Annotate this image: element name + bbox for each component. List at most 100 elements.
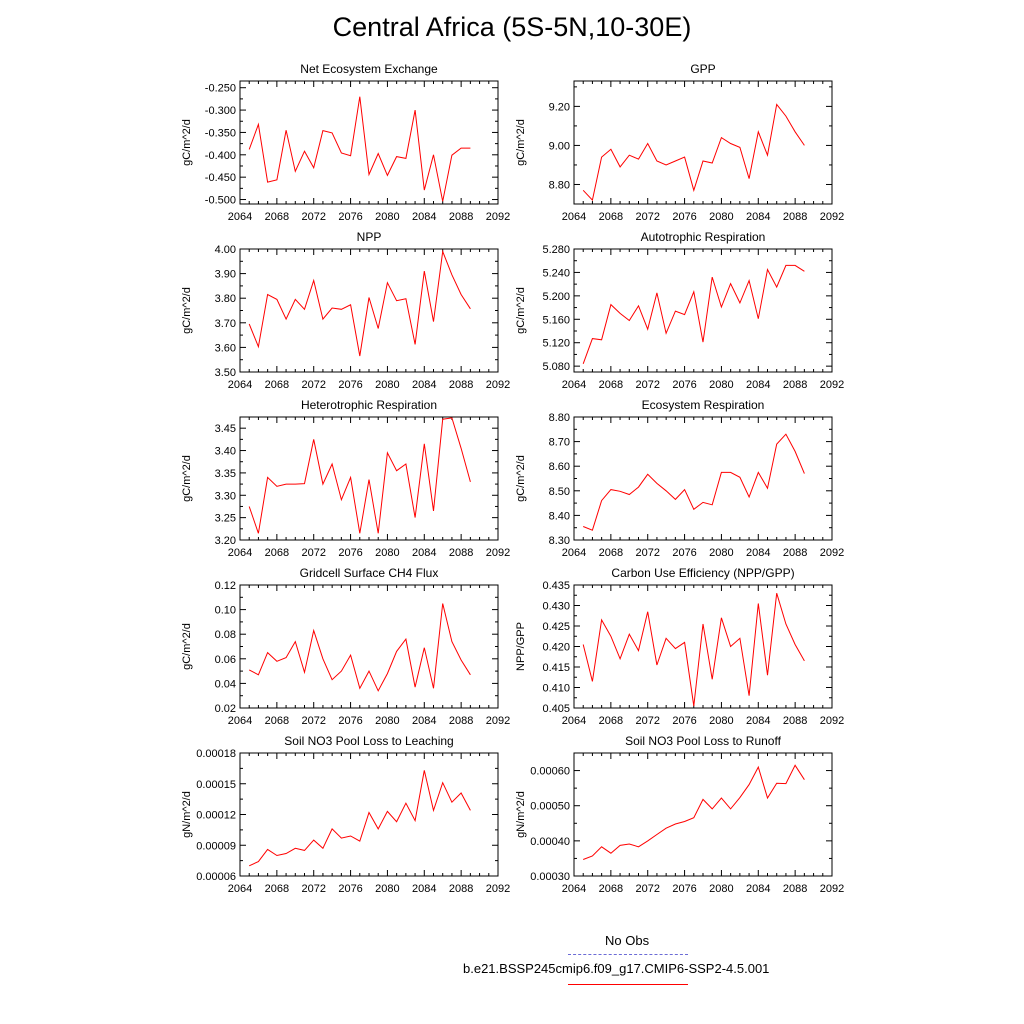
x-tick-label: 2068: [599, 211, 623, 223]
x-tick-label: 2064: [228, 211, 252, 223]
x-tick-label: 2068: [265, 547, 289, 559]
x-tick-label: 2072: [301, 715, 325, 727]
x-tick-label: 2064: [562, 379, 586, 391]
x-tick-label: 2088: [783, 547, 807, 559]
x-tick-label: 2076: [672, 547, 696, 559]
x-tick-label: 2080: [709, 883, 733, 895]
x-tick-label: 2088: [449, 883, 473, 895]
y-tick-label: 3.60: [215, 342, 236, 354]
y-tick-label: 8.40: [549, 510, 570, 522]
x-tick-label: 2076: [338, 379, 362, 391]
panel-title: NPP: [357, 230, 382, 244]
panel-title: Soil NO3 Pool Loss to Runoff: [625, 734, 782, 748]
y-axis-label: gC/m^2/d: [181, 455, 193, 502]
y-tick-label: 0.435: [542, 580, 570, 592]
y-tick-label: 0.00009: [196, 840, 236, 852]
x-tick-label: 2092: [486, 547, 510, 559]
y-axis-label: gC/m^2/d: [181, 623, 193, 670]
x-tick-label: 2084: [746, 715, 770, 727]
y-tick-label: 0.00015: [196, 779, 236, 791]
plot-frame: [239, 752, 499, 877]
chart-panel-6: Gridcell Surface CH4 Flux 2064 2068 2072 207…: [181, 566, 510, 727]
x-tick-label: 2084: [412, 547, 436, 559]
chart-panel-3: Autotrophic Respiration 2064 2068 2072 2076 2…: [515, 230, 844, 391]
x-tick-label: 2072: [635, 547, 659, 559]
x-tick-label: 2080: [709, 211, 733, 223]
x-tick-label: 2072: [301, 211, 325, 223]
x-tick-label: 2064: [228, 379, 252, 391]
x-tick-label: 2088: [783, 883, 807, 895]
x-tick-label: 2080: [375, 211, 399, 223]
x-tick-label: 2064: [228, 547, 252, 559]
y-tick-label: 8.50: [549, 486, 570, 498]
y-tick-label: 5.160: [542, 314, 570, 326]
y-tick-label: 3.80: [215, 293, 236, 305]
x-tick-label: 2092: [820, 883, 844, 895]
y-tick-label: 0.06: [215, 654, 236, 666]
y-tick-label: 0.410: [542, 683, 570, 695]
x-tick-label: 2064: [562, 715, 586, 727]
y-tick-label: 3.90: [215, 269, 236, 281]
y-tick-label: 4.00: [215, 244, 236, 256]
series-line: [248, 770, 471, 867]
plot-frame: [239, 584, 499, 709]
x-tick-label: 2064: [562, 211, 586, 223]
series-line: [582, 593, 805, 707]
legend-line-no-obs: [568, 954, 688, 955]
x-tick-label: 2088: [449, 547, 473, 559]
y-tick-label: 0.04: [215, 678, 236, 690]
y-axis-label: gN/m^2/d: [515, 791, 527, 838]
x-tick-label: 2088: [449, 211, 473, 223]
x-tick-label: 2076: [672, 211, 696, 223]
legend-label-no-obs: No Obs: [605, 933, 650, 948]
chart-panel-1: GPP 2064 2068 2072 2076 2080 2084 2088 2092 8.80 9…: [515, 62, 844, 223]
x-tick-label: 2068: [265, 379, 289, 391]
plot-frame: [573, 80, 833, 205]
plot-frame: [239, 248, 499, 373]
y-tick-label: 3.40: [215, 446, 236, 458]
y-tick-label: 9.20: [549, 101, 570, 113]
x-tick-label: 2092: [486, 211, 510, 223]
y-tick-label: 0.00030: [530, 871, 570, 883]
y-tick-label: -0.350: [205, 127, 236, 139]
panel-title: GPP: [690, 62, 715, 76]
x-tick-label: 2076: [672, 715, 696, 727]
x-tick-label: 2084: [746, 547, 770, 559]
y-tick-label: 8.80: [549, 179, 570, 191]
y-tick-label: 0.00018: [196, 748, 236, 760]
x-tick-label: 2072: [301, 883, 325, 895]
y-tick-label: 0.12: [215, 580, 236, 592]
y-tick-label: 3.50: [215, 367, 236, 379]
y-tick-label: 9.00: [549, 140, 570, 152]
panel-title: Net Ecosystem Exchange: [300, 62, 438, 76]
y-tick-label: 0.405: [542, 703, 570, 715]
x-tick-label: 2092: [820, 547, 844, 559]
x-tick-label: 2084: [412, 379, 436, 391]
y-tick-label: 5.280: [542, 244, 570, 256]
plot-frame: [573, 752, 833, 877]
x-tick-label: 2072: [301, 547, 325, 559]
x-tick-label: 2068: [599, 547, 623, 559]
x-tick-label: 2092: [820, 211, 844, 223]
chart-panel-4: Heterotrophic Respiration 2064 2068 2072 207…: [181, 398, 510, 559]
chart-panel-2: NPP 2064 2068 2072 2076 2080 2084 2088 2092 3.50 3…: [181, 230, 510, 391]
chart-panel-9: Soil NO3 Pool Loss to Runoff 2064 2068 2072…: [515, 734, 844, 895]
y-tick-label: 5.200: [542, 291, 570, 303]
x-tick-label: 2068: [599, 715, 623, 727]
x-tick-label: 2076: [338, 883, 362, 895]
y-tick-label: 8.30: [549, 535, 570, 547]
plot-frame: [573, 248, 833, 373]
x-tick-label: 2064: [562, 547, 586, 559]
x-tick-label: 2084: [412, 715, 436, 727]
x-tick-label: 2092: [820, 715, 844, 727]
y-tick-label: -0.300: [205, 105, 236, 117]
y-axis-label: gN/m^2/d: [181, 791, 193, 838]
series-line: [582, 264, 805, 364]
y-tick-label: 0.10: [215, 605, 236, 617]
series-line: [248, 603, 471, 692]
series-line: [583, 764, 805, 860]
y-tick-label: -0.250: [205, 83, 236, 95]
x-tick-label: 2072: [635, 715, 659, 727]
panel-title: Heterotrophic Respiration: [301, 398, 437, 412]
x-tick-label: 2088: [783, 715, 807, 727]
